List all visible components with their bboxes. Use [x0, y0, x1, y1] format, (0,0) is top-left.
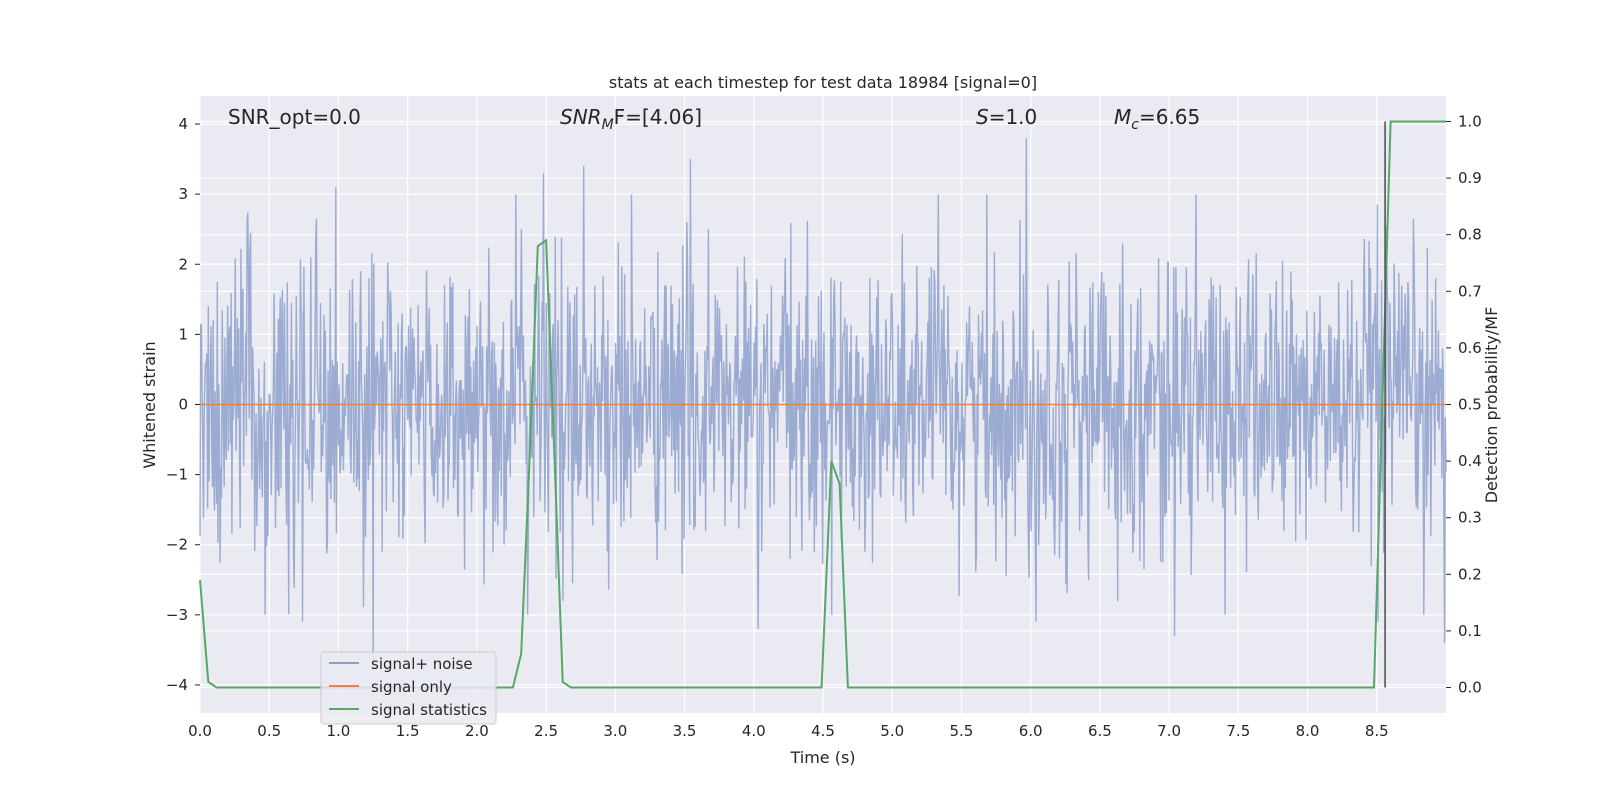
annotation-s-rest: =1.0 — [989, 105, 1038, 129]
x-tick-label: 4.5 — [811, 722, 835, 740]
y2-tick-label: 0.6 — [1458, 339, 1482, 357]
y2-tick-label: 0.8 — [1458, 226, 1482, 244]
y-tick-label: 4 — [178, 115, 188, 133]
x-tick-label: 8.0 — [1296, 722, 1320, 740]
x-tick-label: 2.5 — [534, 722, 558, 740]
x-tick-label: 3.5 — [673, 722, 697, 740]
y-tick-label: 0 — [178, 396, 188, 414]
x-tick-label: 5.5 — [950, 722, 974, 740]
annotation-snr-mf-sub: M — [602, 117, 614, 133]
x-tick-label: 6.0 — [1019, 722, 1043, 740]
annotation-s: S=1.0 — [976, 105, 1037, 129]
x-tick-label: 5.0 — [880, 722, 904, 740]
legend-label-noise: signal+ noise — [371, 655, 473, 673]
y2-tick-label: 0.7 — [1458, 282, 1482, 300]
x-tick-label: 0.0 — [188, 722, 212, 740]
x-tick-label: 1.0 — [327, 722, 351, 740]
x-tick-label: 6.5 — [1088, 722, 1112, 740]
x-tick-label: 7.5 — [1226, 722, 1250, 740]
x-tick-label: 4.0 — [742, 722, 766, 740]
annotation-mc: Mc=6.65 — [1114, 105, 1200, 133]
y-tick-label: −2 — [166, 536, 188, 554]
legend-label-stats: signal statistics — [371, 701, 487, 719]
y2-tick-label: 0.3 — [1458, 509, 1482, 527]
annotation-snr-mf-rest: F=[4.06] — [614, 105, 702, 129]
signal-plus-noise-line — [199, 138, 1447, 671]
legend: signal+ noise signal only signal statist… — [320, 651, 497, 725]
y2-tick-label: 0.4 — [1458, 452, 1482, 470]
y-tick-label: 3 — [178, 185, 188, 203]
x-axis-label: Time (s) — [789, 748, 855, 767]
x-tick-label: 0.5 — [257, 722, 281, 740]
y2-tick-label: 1.0 — [1458, 112, 1482, 130]
x-tick-label: 7.0 — [1157, 722, 1181, 740]
annotation-mc-rest: =6.65 — [1139, 105, 1200, 129]
x-tick-label: 8.5 — [1365, 722, 1389, 740]
y2-tick-label: 0.2 — [1458, 565, 1482, 583]
x-tick-label: 3.0 — [603, 722, 627, 740]
y2-axis-label: Detection probability/MF — [1482, 307, 1501, 504]
ticks: 0.0 0.5 1.0 1.5 2.0 2.5 3.0 3.5 4.0 4.5 5.0 5.5 6.0 6… — [166, 112, 1482, 740]
annotation-mc-main: M — [1114, 105, 1131, 129]
y-tick-label: −1 — [166, 466, 188, 484]
annotation-snr-mf-main: SNR — [560, 105, 602, 129]
y-tick-label: 2 — [178, 255, 188, 273]
x-tick-label: 2.0 — [465, 722, 489, 740]
annotation-s-main: S — [976, 105, 989, 129]
chart-title: stats at each timestep for test data 189… — [609, 73, 1037, 92]
x-tick-label: 1.5 — [396, 722, 420, 740]
annotation-snr-opt: SNR_opt=0.0 — [228, 105, 361, 129]
y-axis-label: Whitened strain — [140, 341, 159, 468]
y2-tick-label: 0.5 — [1458, 396, 1482, 414]
y-tick-label: 1 — [178, 325, 188, 343]
series-signal-plus-noise — [199, 138, 1447, 671]
legend-label-signal: signal only — [371, 678, 452, 696]
y2-tick-label: 0.0 — [1458, 679, 1482, 697]
annotation-snr-mf: SNRMF=[4.06] — [560, 105, 702, 133]
y2-tick-label: 0.9 — [1458, 169, 1482, 187]
y-tick-label: −4 — [166, 676, 188, 694]
legend-box — [320, 651, 497, 725]
y-tick-label: −3 — [166, 606, 188, 624]
y2-tick-label: 0.1 — [1458, 622, 1482, 640]
annotation-mc-sub: c — [1131, 117, 1139, 133]
